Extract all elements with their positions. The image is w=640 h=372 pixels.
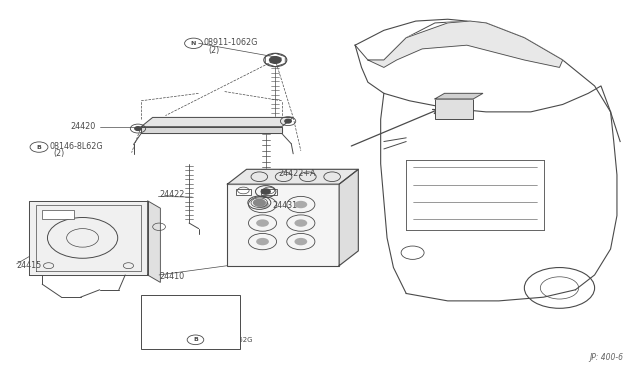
Circle shape [253,199,265,206]
Circle shape [135,127,141,131]
Text: 08146-6L62G: 08146-6L62G [205,337,253,343]
Text: B: B [193,337,198,342]
Bar [227,184,339,266]
Text: (1): (1) [205,343,215,349]
Circle shape [256,238,269,245]
Text: 08146-8L62G: 08146-8L62G [49,142,103,151]
Text: 24422: 24422 [159,190,184,199]
Circle shape [269,57,281,63]
Polygon shape [148,201,161,282]
Polygon shape [435,93,483,99]
Text: (2): (2) [208,46,220,55]
Text: 24410: 24410 [159,272,184,281]
Bar [236,189,251,195]
Text: 24422+A: 24422+A [278,169,316,177]
Polygon shape [29,201,148,275]
Polygon shape [141,118,293,127]
Text: 24415: 24415 [17,261,42,270]
Text: 24420: 24420 [70,122,95,131]
Circle shape [294,219,307,227]
Polygon shape [141,127,282,134]
Polygon shape [339,169,358,266]
Circle shape [294,201,307,208]
Text: JP: 400-6: JP: 400-6 [589,353,623,362]
Text: N: N [191,41,196,46]
Text: B: B [36,145,42,150]
Text: 08911-1062G: 08911-1062G [204,38,258,48]
Polygon shape [368,21,563,67]
Text: 64832N: 64832N [182,318,210,324]
Circle shape [261,189,270,194]
Bar [261,189,276,195]
Circle shape [256,219,269,227]
Text: (2): (2) [53,149,64,158]
Bar [141,295,240,349]
Bar [42,210,74,219]
Circle shape [285,119,291,123]
Polygon shape [227,169,358,184]
Circle shape [294,238,307,245]
Circle shape [256,201,269,208]
Text: VQ33IE: VQ33IE [147,298,172,304]
Bar [435,99,473,119]
Text: 24431G: 24431G [272,201,303,210]
